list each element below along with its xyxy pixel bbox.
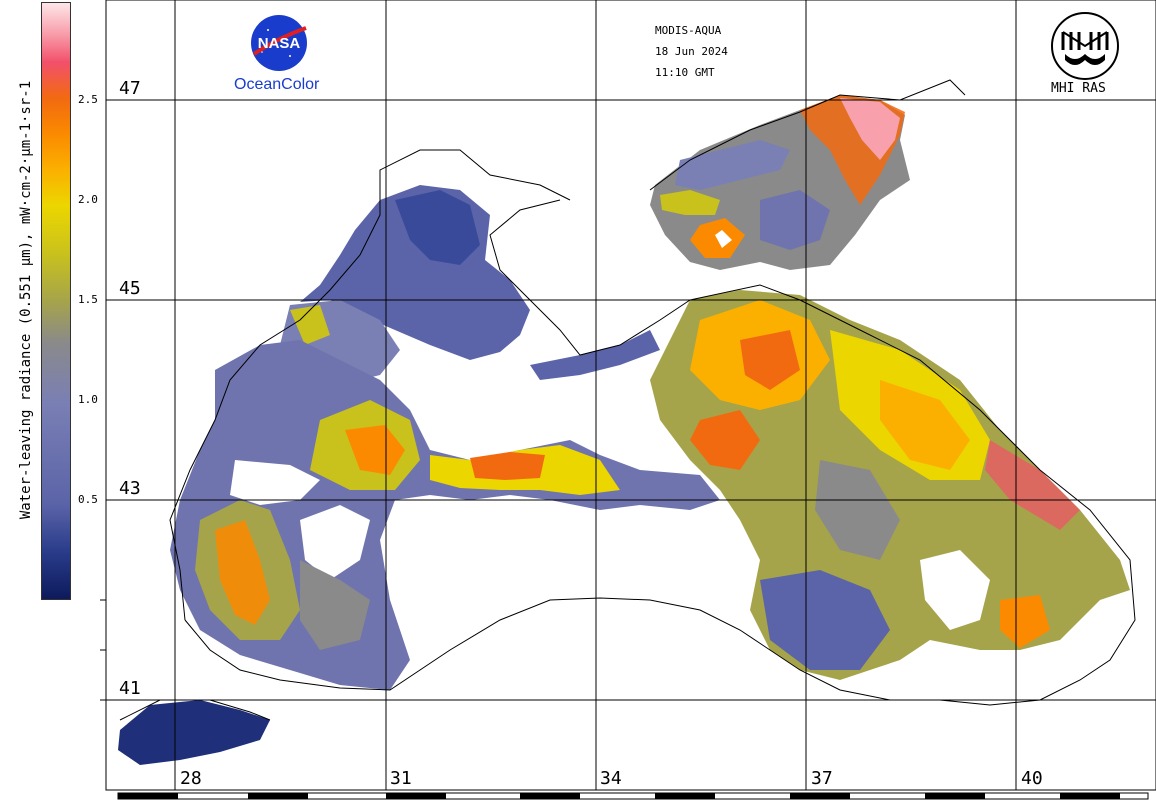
coastline bbox=[119, 79, 1136, 721]
mhi-ras-caption: MHI RAS bbox=[1051, 81, 1106, 96]
western-basin bbox=[170, 340, 720, 690]
nasa-logo-icon: NASA bbox=[251, 15, 307, 71]
sea-of-azov bbox=[650, 95, 910, 270]
latitude-label: 41 bbox=[119, 678, 141, 699]
colorbar bbox=[41, 2, 71, 600]
sensor-name: MODIS-AQUA bbox=[655, 24, 722, 37]
colorbar-tick: 2.0 bbox=[78, 193, 98, 206]
colorbar-label: Water-leaving radiance (0.551 µm), mW·cm… bbox=[18, 80, 34, 520]
svg-text:NASA: NASA bbox=[258, 35, 301, 52]
scale-bar bbox=[117, 792, 1149, 800]
longitude-label: 31 bbox=[390, 768, 412, 789]
image-time: 11:10 GMT bbox=[655, 66, 715, 79]
sea-of-marmara bbox=[118, 700, 270, 765]
image-date: 18 Jun 2024 bbox=[655, 45, 728, 58]
graticule bbox=[106, 0, 1156, 790]
colorbar-tick: 1.5 bbox=[78, 293, 98, 306]
mhi-ras-logo-icon bbox=[1051, 12, 1119, 80]
longitude-label: 34 bbox=[600, 768, 622, 789]
latitude-label: 47 bbox=[119, 78, 141, 99]
longitude-label: 37 bbox=[811, 768, 833, 789]
latitude-label: 43 bbox=[119, 478, 141, 499]
longitude-label: 40 bbox=[1021, 768, 1043, 789]
longitude-label: 28 bbox=[180, 768, 202, 789]
colorbar-tick: 1.0 bbox=[78, 393, 98, 406]
latitude-label: 45 bbox=[119, 278, 141, 299]
colorbar-tick: 2.5 bbox=[78, 93, 98, 106]
oceancolor-caption: OceanColor bbox=[234, 76, 320, 93]
left-tick-strip bbox=[100, 0, 107, 790]
eastern-basin bbox=[650, 290, 1130, 680]
colorbar-tick: 0.5 bbox=[78, 493, 98, 506]
